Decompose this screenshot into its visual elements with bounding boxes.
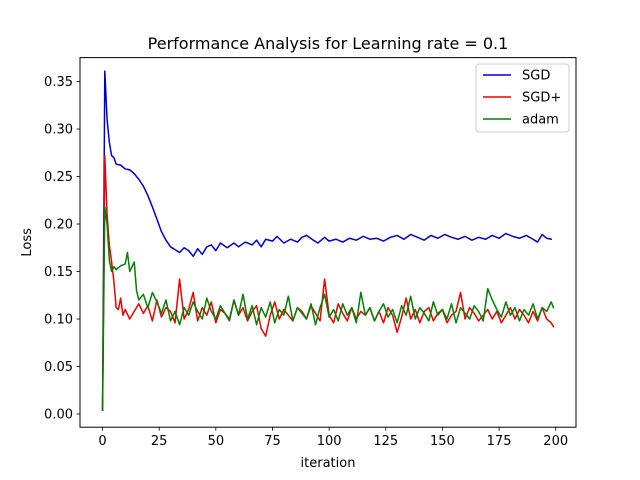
plot-frame: [79, 57, 577, 428]
x-tick-label: 75: [264, 434, 281, 449]
y-tick-label: 0.30: [44, 123, 73, 138]
x-axis-ticks: 0 25 50 75 100 125 150 175 200: [98, 427, 568, 449]
series-line-sgd-0: [101, 70, 553, 411]
y-tick-label: 0.05: [44, 360, 73, 375]
legend-label: SGD: [522, 69, 550, 84]
x-axis-label: iteration: [301, 456, 356, 471]
x-tick-label: 150: [430, 434, 455, 449]
y-tick-label: 0.25: [44, 170, 73, 185]
series-line-sgd-1: [101, 154, 555, 411]
x-tick-label: 50: [208, 434, 225, 449]
x-tick-label: 25: [151, 434, 168, 449]
x-tick-label: 0: [98, 434, 106, 449]
y-axis-ticks: 0.00 0.05 0.10 0.15 0.20 0.25 0.30 0.35: [44, 75, 80, 422]
y-tick-label: 0.10: [44, 313, 73, 328]
legend-label: adam: [522, 113, 559, 128]
x-tick-label: 125: [373, 434, 398, 449]
y-axis-label: Loss: [20, 228, 35, 257]
y-tick-label: 0.35: [44, 75, 73, 90]
legend-label: SGD+: [522, 91, 561, 106]
y-tick-label: 0.20: [44, 218, 73, 233]
x-tick-label: 200: [543, 434, 568, 449]
x-tick-label: 175: [487, 434, 512, 449]
x-tick-label: 100: [317, 434, 342, 449]
chart-title: Performance Analysis for Learning rate =…: [148, 34, 509, 53]
plot-lines: [101, 70, 555, 411]
legend: SGD SGD+ adam: [475, 63, 570, 133]
legend-box: [475, 63, 570, 133]
y-tick-label: 0.15: [44, 265, 73, 280]
y-tick-label: 0.00: [44, 407, 73, 422]
series-line-adam-2: [101, 206, 555, 411]
